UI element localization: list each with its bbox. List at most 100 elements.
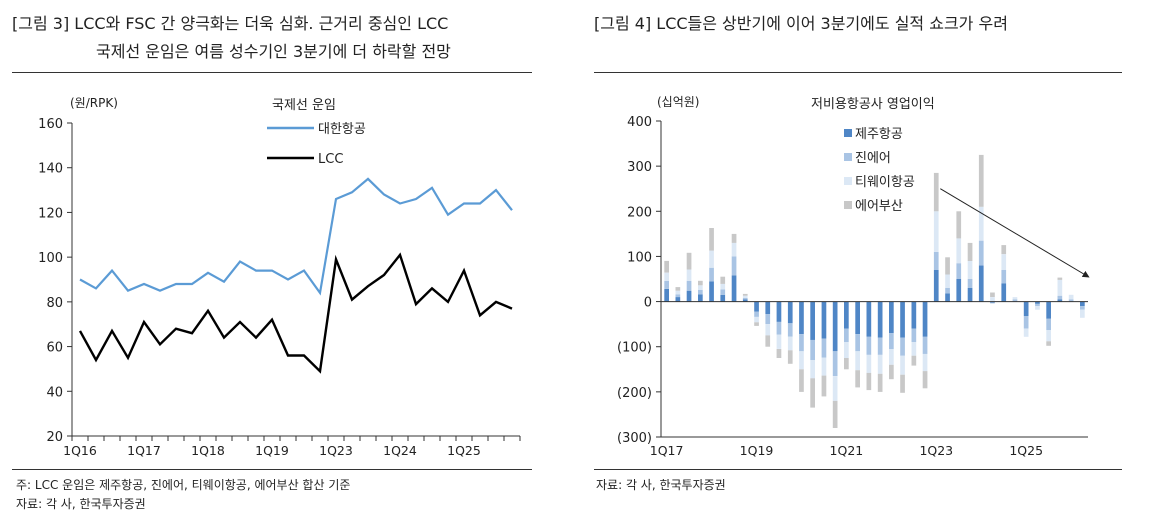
right-bar-air-busan <box>956 211 962 239</box>
right-figure-panel: [그림 4] LCC들은 상반기에 이어 3분기에도 실적 쇼크가 우려 (십억… <box>580 0 1157 517</box>
right-bar-tway-air <box>990 297 995 302</box>
right-bar-air-busan <box>967 242 973 261</box>
right-bar-jeju-air <box>675 297 681 302</box>
right-bar-tway-air <box>900 355 905 375</box>
right-bar-jin-air <box>675 294 681 297</box>
right-bar-air-busan <box>900 374 905 393</box>
right-x-tick-label: 1Q19 <box>740 443 774 458</box>
right-bar-jeju-air <box>945 293 950 302</box>
right-bar-jin-air <box>978 240 984 266</box>
right-x-tick-label: 1Q23 <box>919 443 953 458</box>
left-x-tick-label: 1Q24 <box>383 443 417 458</box>
right-title-rule <box>594 72 1122 73</box>
right-bar-air-busan <box>1057 277 1063 280</box>
left-title-rule <box>12 72 532 73</box>
right-bar-jeju-air <box>787 301 793 324</box>
right-bar-air-busan <box>664 260 669 273</box>
right-bar-tway-air <box>844 342 849 358</box>
right-bar-air-busan <box>754 322 759 326</box>
right-bar-jin-air <box>900 337 905 356</box>
right-bar-tway-air <box>978 206 984 241</box>
left-y-tick-label: 140 <box>38 162 63 177</box>
right-bar-jeju-air <box>1023 301 1029 316</box>
right-y-tick-label: 200 <box>627 205 652 220</box>
right-bar-air-busan <box>877 373 883 392</box>
right-bar-tway-air <box>832 376 838 401</box>
right-bar-tway-air <box>956 238 962 264</box>
right-bar-jeju-air <box>1035 301 1040 304</box>
right-bar-tway-air <box>731 242 737 257</box>
right-bar-jeju-air <box>709 281 714 302</box>
right-bar-jeju-air <box>956 279 962 302</box>
left-y-tick-label: 80 <box>46 296 63 311</box>
right-bar-jeju-air <box>720 294 726 302</box>
left-legend-title: 국제선 운임 <box>272 98 336 113</box>
right-bar-jeju-air <box>832 301 838 352</box>
right-y-tick-label: (100) <box>617 341 652 356</box>
right-bar-jeju-air <box>765 301 771 315</box>
right-bar-jeju-air <box>776 301 782 322</box>
right-bar-jin-air <box>1001 270 1007 284</box>
left-y-unit-label: (원/RPK) <box>70 96 118 110</box>
right-bar-jin-air <box>810 339 815 361</box>
right-legend-label: 에어부산 <box>855 199 903 214</box>
right-bar-air-busan <box>675 287 681 291</box>
right-bar-air-busan <box>933 172 939 212</box>
right-bar-jeju-air <box>844 301 849 329</box>
right-bar-jin-air <box>956 263 962 279</box>
right-bar-air-busan <box>799 369 804 392</box>
right-bar-tway-air <box>1057 279 1063 296</box>
left-x-tick-label: 1Q19 <box>255 443 289 458</box>
right-bar-jeju-air <box>933 270 939 302</box>
right-bar-jeju-air <box>799 301 804 335</box>
right-bar-air-busan <box>821 375 827 397</box>
right-bar-tway-air <box>821 357 827 376</box>
right-bar-jeju-air <box>742 299 748 302</box>
right-bar-jin-air <box>742 298 748 300</box>
right-bar-tway-air <box>776 334 782 349</box>
right-y-tick-label: 400 <box>627 115 652 130</box>
right-bar-jin-air <box>765 314 771 325</box>
right-bar-tway-air <box>1012 297 1018 300</box>
right-bar-jeju-air <box>1057 299 1063 302</box>
right-bar-tway-air <box>1023 328 1029 337</box>
right-bar-air-busan <box>911 355 917 366</box>
right-bar-jin-air <box>776 321 782 335</box>
right-bar-tway-air <box>765 324 771 336</box>
right-bar-chart: (십억원) (300) (200) (100) 0 100 200 300 400 1Q17 1Q1… <box>617 95 1090 458</box>
right-bar-jeju-air <box>686 290 692 302</box>
right-bar-jin-air <box>933 251 939 270</box>
right-bar-jin-air <box>664 280 669 289</box>
right-bar-air-busan <box>990 292 995 297</box>
right-bar-jeju-air <box>664 288 669 302</box>
right-bar-jin-air <box>1023 316 1029 329</box>
right-bar-jin-air <box>967 279 973 288</box>
right-bar-air-busan <box>731 233 737 243</box>
right-bar-tway-air <box>911 342 917 356</box>
right-legend-swatch <box>844 153 852 161</box>
right-bar-air-busan <box>866 372 872 391</box>
right-bar-jin-air <box>709 267 714 282</box>
right-bar-tway-air <box>889 349 894 365</box>
right-bar-jin-air <box>1012 299 1018 302</box>
left-legend-label: LCC <box>318 152 343 167</box>
right-bar-jin-air <box>698 289 703 295</box>
right-x-tick-label: 1Q21 <box>830 443 864 458</box>
right-bar-jin-air <box>832 351 838 376</box>
right-bar-jeju-air <box>911 301 917 329</box>
right-bar-jeju-air <box>900 301 905 338</box>
right-bar-tway-air <box>686 269 692 281</box>
right-bar-jin-air <box>866 336 872 355</box>
left-figure-title-line1: [그림 3] LCC와 FSC 간 양극화는 더욱 심화. 근거리 중심인 LC… <box>12 14 449 33</box>
right-bar-tway-air <box>1035 306 1040 310</box>
left-y-tick-label: 20 <box>46 430 63 445</box>
right-bar-jin-air <box>911 328 917 343</box>
left-line-chart: (원/RPK) 20 40 60 80 100 120 140 160 1Q16 1Q17 1Q18 1… <box>38 96 521 458</box>
left-x-tick-label: 1Q23 <box>319 443 353 458</box>
right-bar-jeju-air <box>698 294 703 302</box>
right-bar-tway-air <box>664 272 669 281</box>
right-bar-jeju-air <box>810 301 815 340</box>
right-bar-tway-air <box>1068 294 1074 300</box>
right-bar-jeju-air <box>922 301 928 337</box>
right-y-tick-label: 0 <box>644 296 652 311</box>
